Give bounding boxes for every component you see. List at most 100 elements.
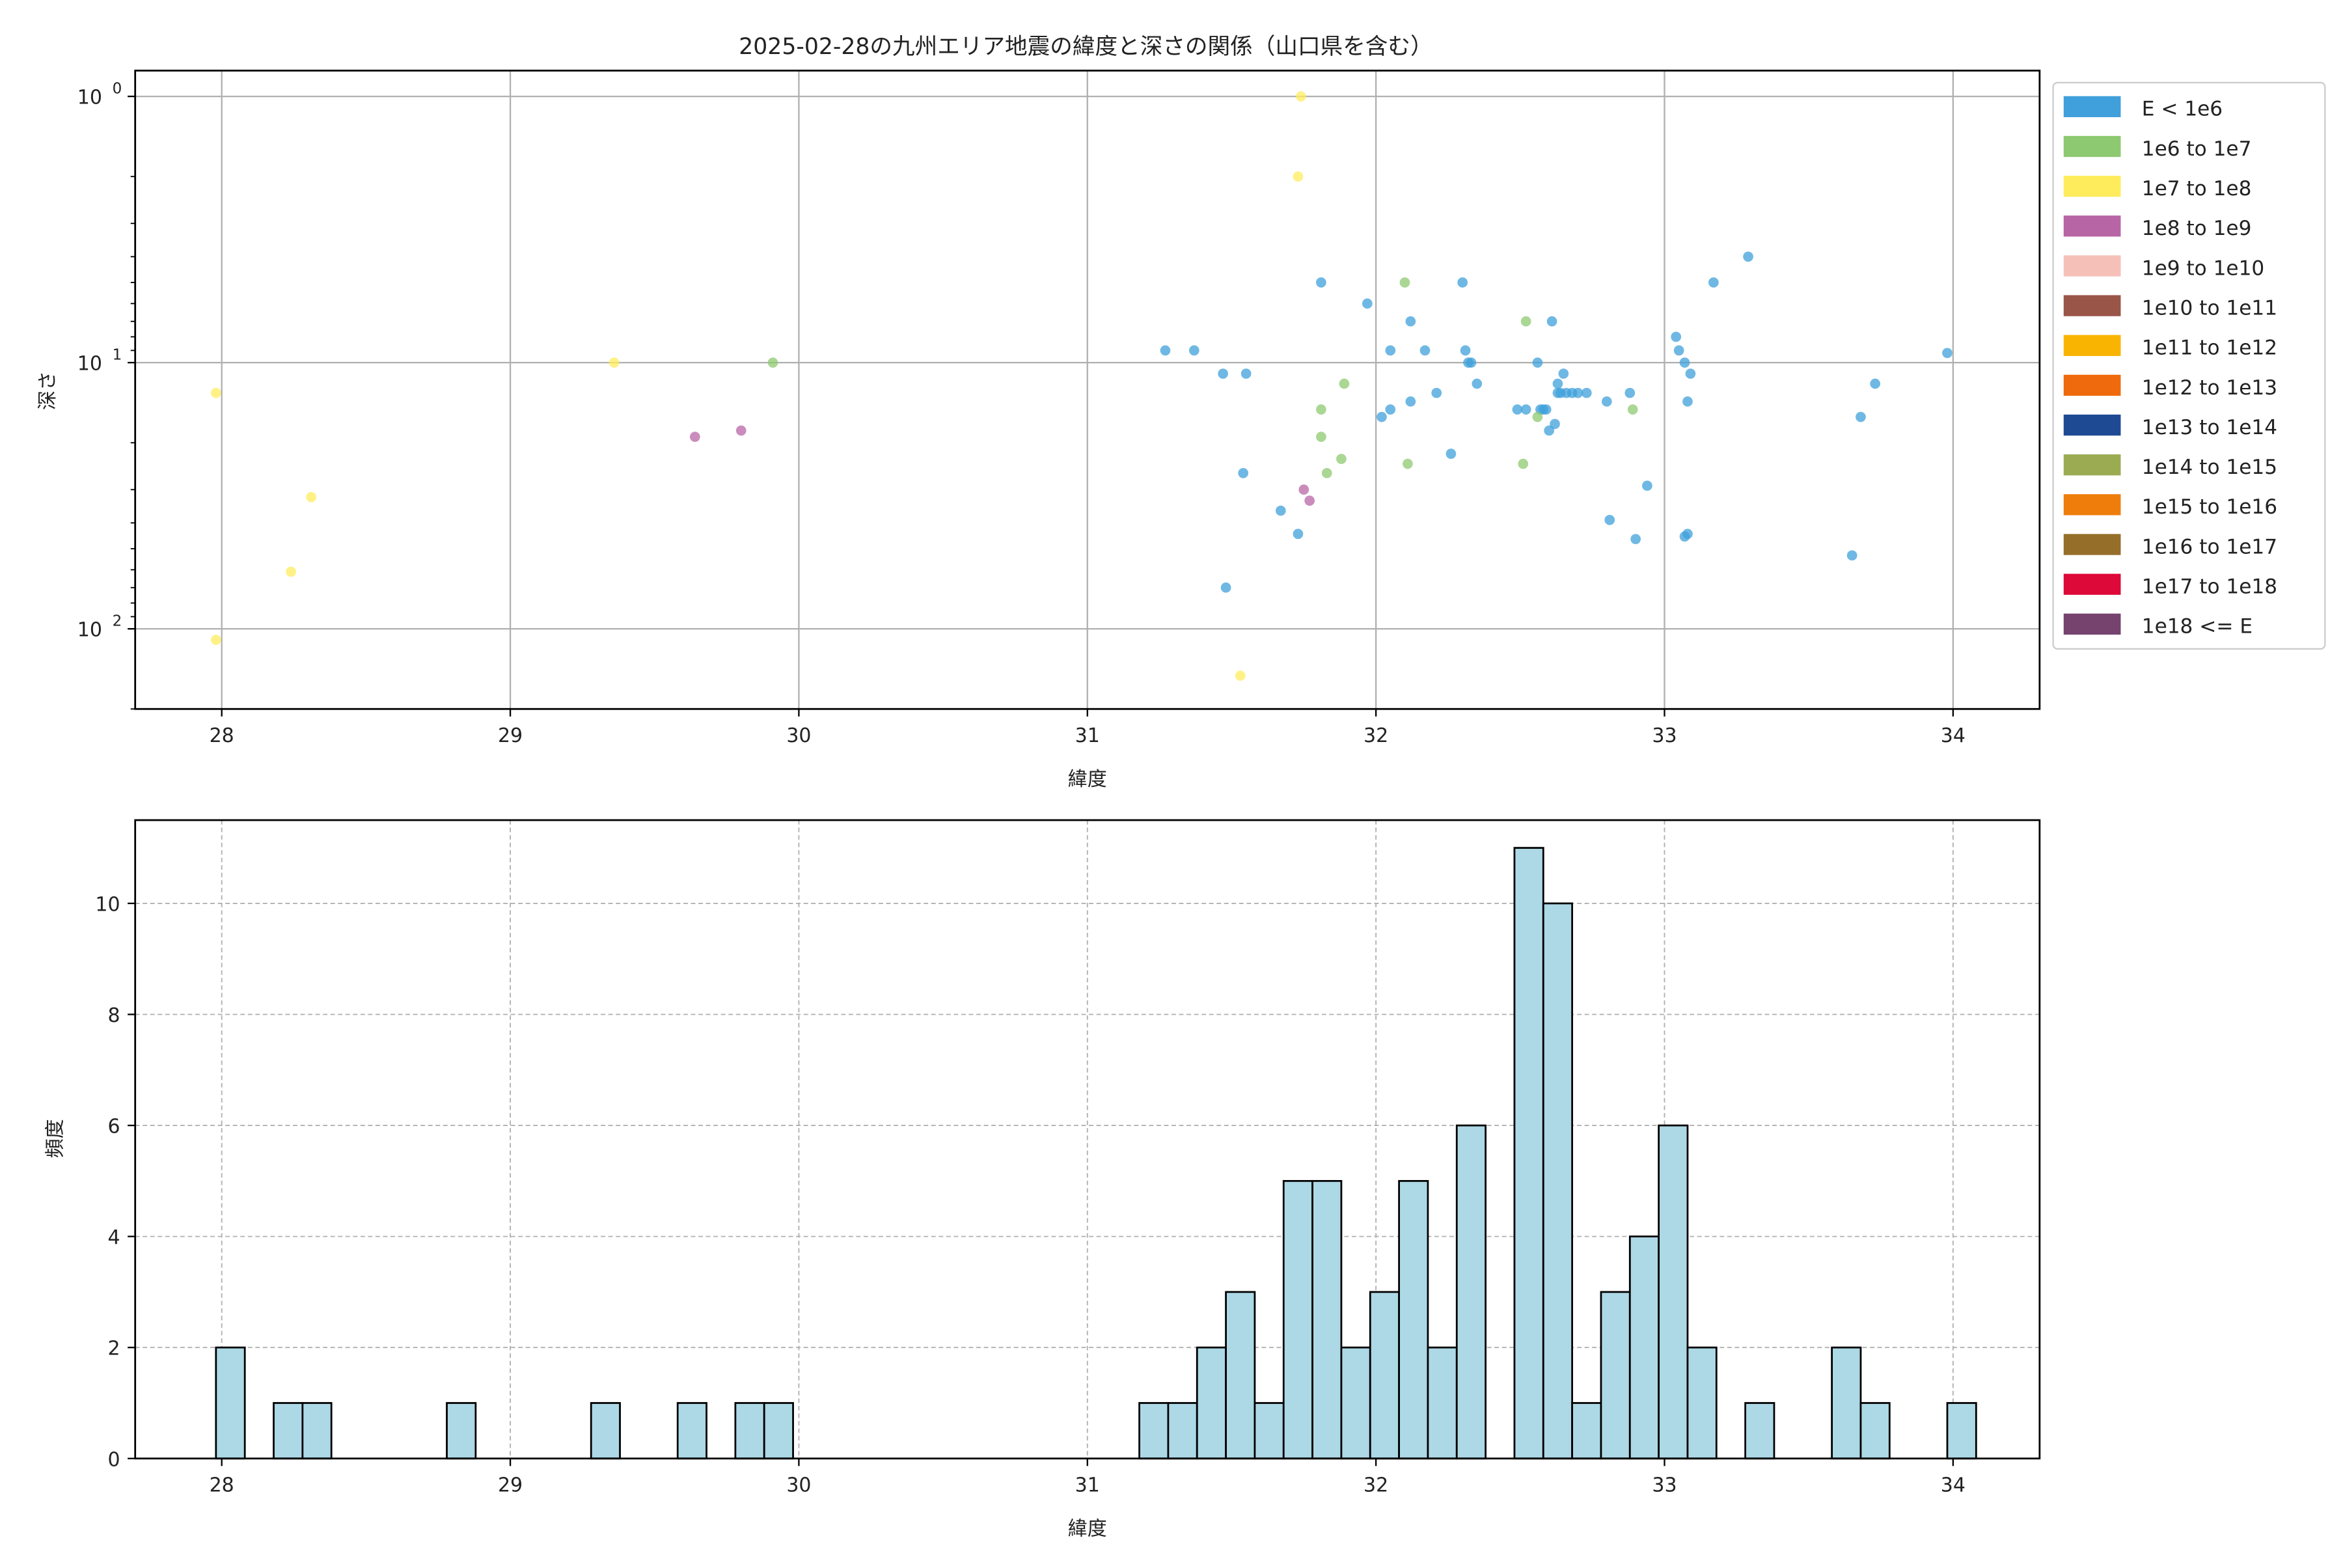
histogram-y-axis-label: 頻度: [44, 1119, 67, 1158]
histogram-x-axis-label: 緯度: [1068, 1517, 1107, 1540]
scatter-point: [1604, 515, 1615, 525]
scatter-point: [1304, 495, 1315, 506]
legend-label: 1e16 to 1e17: [2142, 535, 2277, 558]
scatter-point: [1463, 357, 1473, 368]
scatter-point: [1942, 348, 1953, 359]
scatter-point: [1460, 345, 1471, 356]
scatter-point: [286, 566, 296, 577]
scatter-point: [1630, 534, 1641, 545]
legend-label: 1e14 to 1e15: [2142, 456, 2277, 479]
scatter-point: [1581, 387, 1592, 398]
scatter-legend: E < 1e6 1e6 to 1e7 1e7 to 1e8 1e8 to 1e9 1e9…: [2052, 81, 2326, 650]
scatter-point: [1558, 368, 1569, 379]
scatter-point: [1431, 387, 1442, 398]
scatter-point: [1572, 387, 1583, 398]
scatter-point: [1188, 345, 1199, 356]
scatter-point: [1339, 378, 1350, 389]
histogram-grid: [135, 820, 2040, 1459]
scatter-plot-frame: [134, 70, 2041, 710]
scatter-point: [210, 387, 221, 398]
legend-label: 1e9 to 1e10: [2142, 256, 2264, 280]
histogram-bar: [1628, 1235, 1660, 1460]
scatter-point: [1627, 404, 1638, 415]
scatter-point: [1520, 404, 1531, 415]
scatter-y-tick-label: 10: [77, 353, 102, 376]
scatter-y-axis-label: 深さ: [36, 371, 59, 410]
histogram-bar: [1946, 1402, 1977, 1460]
scatter-point: [1642, 480, 1652, 491]
legend-swatch: [2063, 176, 2121, 197]
scatter-point: [1321, 467, 1332, 478]
scatter-point: [1293, 529, 1304, 540]
scatter-point: [1671, 331, 1682, 342]
scatter-point: [1624, 387, 1636, 398]
scatter-point: [1220, 582, 1231, 593]
scatter-point: [1240, 368, 1252, 379]
histogram-bar: [1167, 1402, 1198, 1460]
scatter-point: [1856, 411, 1866, 422]
scatter-x-tick-label: 29: [498, 724, 523, 747]
histogram-bar: [1542, 902, 1574, 1460]
histogram-bar: [1369, 1291, 1400, 1460]
scatter-point: [1405, 396, 1416, 407]
scatter-point: [1532, 357, 1543, 368]
histogram-bar: [1744, 1402, 1775, 1460]
scatter-point: [1385, 345, 1396, 356]
legend-swatch: [2063, 613, 2121, 635]
scatter-point: [1405, 316, 1416, 327]
scatter-y-tick-label: 10: [77, 619, 102, 642]
scatter-point: [1870, 378, 1880, 389]
legend-swatch: [2063, 573, 2121, 595]
histogram-bar: [1282, 1179, 1313, 1460]
legend-swatch: [2063, 335, 2121, 356]
scatter-point: [1679, 357, 1690, 368]
histogram-bar: [301, 1402, 333, 1460]
scatter-point: [1385, 404, 1396, 415]
scatter-grid: [135, 70, 2040, 709]
scatter-x-axis-label: 緯度: [1068, 768, 1107, 791]
scatter-y-tick-exponent: 1: [113, 346, 122, 363]
scatter-points: [210, 91, 1953, 681]
histogram-x-tick-label: 28: [210, 1474, 234, 1497]
scatter-point: [1446, 448, 1457, 460]
scatter-point: [1403, 458, 1413, 469]
scatter-y-tick-exponent: 2: [113, 612, 122, 629]
histogram-y-tick-label: 2: [108, 1338, 120, 1360]
scatter-point: [1362, 298, 1373, 309]
scatter-y-tick-exponent: 0: [113, 80, 122, 97]
scatter-point: [1275, 505, 1286, 516]
scatter-point: [1316, 404, 1326, 415]
scatter-point: [1544, 425, 1554, 436]
histogram-bar: [763, 1402, 794, 1460]
scatter-point: [210, 635, 221, 645]
histogram-bar: [1513, 847, 1544, 1460]
legend-label: 1e11 to 1e12: [2142, 337, 2277, 360]
legend-swatch: [2063, 494, 2121, 516]
histogram-bar: [273, 1402, 304, 1460]
scatter-x-tick-label: 30: [786, 724, 811, 747]
histogram-bar: [590, 1402, 621, 1460]
scatter-point: [1552, 387, 1563, 398]
histogram-bar: [1600, 1291, 1631, 1460]
scatter-point: [689, 432, 700, 442]
legend-label: 1e15 to 1e16: [2142, 495, 2277, 519]
scatter-point: [1160, 345, 1171, 356]
legend-swatch: [2063, 374, 2121, 396]
scatter-point: [1846, 550, 1857, 561]
legend-swatch: [2063, 414, 2121, 436]
histogram-bar: [1311, 1179, 1343, 1460]
scatter-point: [1541, 404, 1552, 415]
scatter-point: [1298, 484, 1309, 495]
scatter-point: [1552, 378, 1563, 389]
histogram-bars: [215, 847, 1977, 1460]
legend-label: 1e12 to 1e13: [2142, 376, 2277, 400]
histogram-x-tick-label: 32: [1363, 1474, 1388, 1497]
scatter-point: [306, 491, 316, 502]
scatter-point: [735, 425, 747, 436]
histogram-bar: [676, 1402, 707, 1460]
histogram-bar: [1658, 1124, 1689, 1460]
scatter-point: [1679, 531, 1690, 542]
legend-swatch: [2063, 534, 2121, 555]
histogram-bar: [1859, 1402, 1891, 1460]
scatter-point: [767, 357, 778, 368]
